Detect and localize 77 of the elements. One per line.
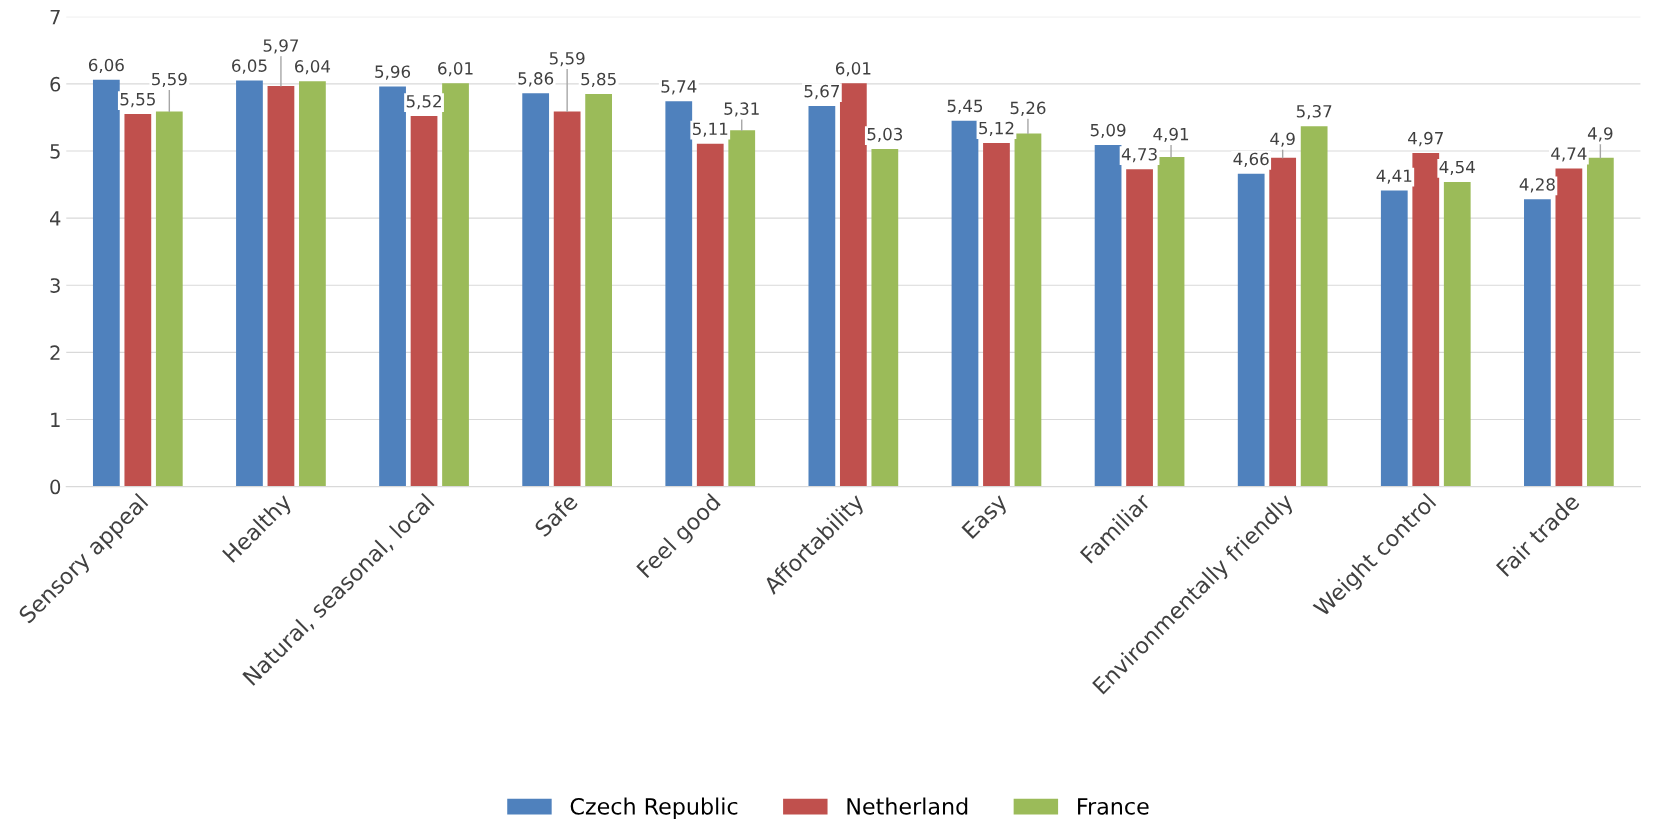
data-label: 6,01 xyxy=(438,62,473,77)
bar xyxy=(1524,199,1551,487)
bar xyxy=(155,111,183,487)
bar xyxy=(696,143,724,487)
data-label: 5,37 xyxy=(1296,104,1332,120)
bar xyxy=(1126,169,1153,487)
data-label: 4,9 xyxy=(1270,132,1295,147)
y-tick-label: 3 xyxy=(50,278,60,293)
data-label: 4,66 xyxy=(1233,152,1269,167)
data-label: 4,9 xyxy=(1587,127,1613,142)
bar xyxy=(951,120,979,487)
bar xyxy=(1443,181,1471,487)
legend-label: France xyxy=(1078,798,1149,815)
bar xyxy=(553,111,581,487)
bar xyxy=(585,93,613,487)
data-label: 6,05 xyxy=(232,59,267,74)
y-tick-label: 5 xyxy=(50,144,60,159)
y-tick-label: 4 xyxy=(50,211,61,226)
data-label: 4,28 xyxy=(1519,178,1555,193)
data-label: 5,86 xyxy=(518,72,554,87)
data-label: 5,52 xyxy=(406,94,441,110)
bar xyxy=(1555,168,1583,487)
bar xyxy=(92,79,120,487)
data-label: 4,91 xyxy=(1153,127,1189,143)
data-label: 5,85 xyxy=(581,72,616,88)
bar xyxy=(808,106,836,487)
data-label: 5,96 xyxy=(375,65,411,80)
data-label: 5,31 xyxy=(724,102,759,117)
data-label: 6,06 xyxy=(88,58,124,73)
data-label: 5,12 xyxy=(979,121,1014,137)
data-label: 5,45 xyxy=(947,99,983,114)
bar xyxy=(665,101,693,487)
y-tick-label: 1 xyxy=(51,412,60,427)
bar xyxy=(442,83,469,487)
bar xyxy=(410,116,438,487)
bar xyxy=(522,93,550,487)
bar xyxy=(1586,157,1614,487)
legend-label: Czech Republic xyxy=(570,797,738,819)
data-label: 4,97 xyxy=(1408,131,1443,147)
legend-label: Netherland xyxy=(847,797,968,815)
bar xyxy=(871,149,899,487)
bar xyxy=(299,81,326,487)
y-tick-label: 7 xyxy=(50,9,60,25)
data-label: 6,04 xyxy=(295,60,331,75)
bar xyxy=(379,86,406,487)
data-label: 4,54 xyxy=(1439,160,1475,175)
bar xyxy=(1157,157,1185,487)
data-label: 5,74 xyxy=(661,80,697,95)
data-label: 5,09 xyxy=(1090,123,1126,139)
data-label: 4,74 xyxy=(1551,147,1587,162)
y-tick-label: 0 xyxy=(50,479,61,495)
bar xyxy=(839,83,867,487)
data-label: 6,01 xyxy=(835,62,871,77)
bar xyxy=(1094,144,1122,487)
bar xyxy=(983,142,1010,487)
bar xyxy=(728,130,756,487)
bar xyxy=(1269,157,1297,487)
bar xyxy=(1237,173,1265,487)
data-label: 5,26 xyxy=(1010,101,1046,116)
bar xyxy=(124,114,152,487)
bar xyxy=(236,80,263,487)
data-label: 5,59 xyxy=(152,72,187,88)
data-label: 5,97 xyxy=(263,39,299,54)
data-label: 5,03 xyxy=(867,127,903,143)
data-label: 5,11 xyxy=(692,122,728,137)
bar xyxy=(1014,133,1042,487)
y-tick-label: 2 xyxy=(50,345,60,360)
bar xyxy=(1380,190,1408,487)
data-label: 5,59 xyxy=(549,51,585,67)
data-label: 4,73 xyxy=(1121,147,1157,163)
bar xyxy=(1412,153,1440,487)
bar xyxy=(1300,126,1328,487)
y-tick-label: 6 xyxy=(50,76,61,92)
data-label: 5,67 xyxy=(804,84,839,100)
data-label: 5,55 xyxy=(120,93,155,108)
data-label: 4,41 xyxy=(1376,169,1412,184)
bar xyxy=(267,85,295,487)
